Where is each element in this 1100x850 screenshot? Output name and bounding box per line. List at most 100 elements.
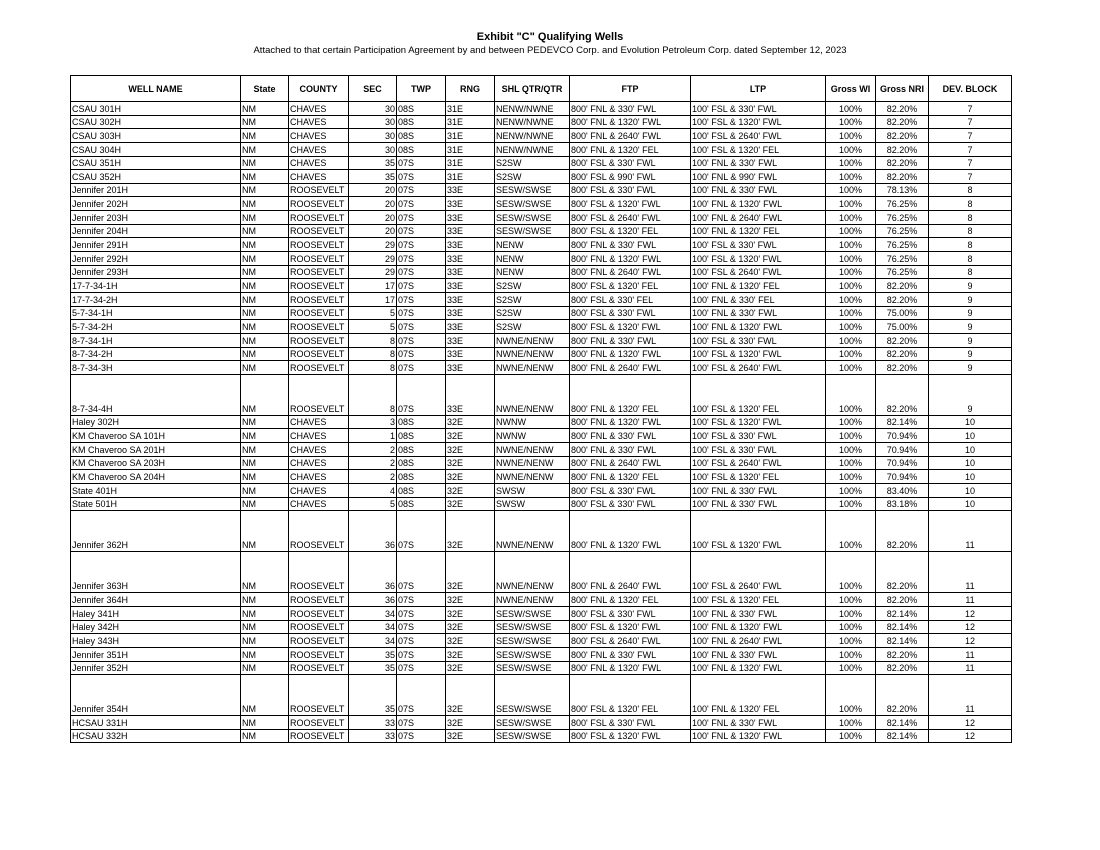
table-cell: 82.20% — [875, 510, 929, 553]
table-cell: 08S — [396, 428, 446, 444]
table-cell: 82.20% — [875, 291, 929, 307]
table-cell: 30 — [348, 101, 397, 116]
table-cell: 8 — [928, 196, 1012, 212]
table-cell: 100% — [825, 332, 876, 348]
table-cell: CSAU 302H — [70, 114, 241, 130]
table-row: Jennifer 364H NM ROOSEVELT 36 07S 32E NWNE/NEN… — [70, 592, 1012, 607]
table-cell: 100% — [825, 469, 876, 485]
table-cell: 82.14% — [875, 633, 929, 648]
table-cell: 7 — [928, 101, 1012, 116]
table-cell: NM — [240, 114, 289, 130]
table-cell: 8 — [928, 251, 1012, 266]
table-cell: ROOSEVELT — [288, 210, 349, 225]
table-cell: SESW/SWSE — [494, 646, 570, 662]
table-cell: NM — [240, 141, 289, 157]
table-cell: 100% — [825, 633, 876, 648]
table-cell: ROOSEVELT — [288, 305, 349, 321]
table-cell: 8-7-34-1H — [70, 332, 241, 348]
table-cell: 07S — [396, 633, 446, 648]
table-cell: S2SW — [494, 291, 570, 307]
table-cell: SESW/SWSE — [494, 182, 570, 198]
table-cell: NM — [240, 237, 289, 253]
table-cell: 32E — [445, 619, 495, 635]
table-cell: NENW — [494, 237, 570, 253]
table-cell: 12 — [928, 715, 1012, 730]
table-cell: 76.25% — [875, 251, 929, 266]
table-cell: 800' FSL & 330' FWL — [569, 155, 691, 171]
table-cell: Haley 343H — [70, 633, 241, 648]
table-cell: NM — [240, 278, 289, 293]
table-cell: 78.13% — [875, 182, 929, 198]
table-cell: ROOSEVELT — [288, 715, 349, 730]
table-cell: 800' FNL & 330' FWL — [569, 428, 691, 444]
table-row: CSAU 301H NM CHAVES 30 08S 31E NENW/NWNE 800' F… — [70, 101, 1012, 116]
table-row: Jennifer 362H NM ROOSEVELT 36 07S 32E NWNE/NEN… — [70, 510, 1012, 553]
table-row: CSAU 351H NM CHAVES 35 07S 31E S2SW 800' FSL & … — [70, 155, 1012, 171]
table-cell: 100% — [825, 646, 876, 662]
table-cell: 32E — [445, 646, 495, 662]
table-cell: 100' FSL & 330' FWL — [690, 332, 826, 348]
table-cell: 100% — [825, 674, 876, 717]
table-cell: 100' FNL & 2640' FWL — [690, 633, 826, 648]
table-row: Haley 302H NM CHAVES 3 08S 32E NWNW 800' FNL & … — [70, 414, 1012, 430]
table-cell: 100' FNL & 1320' FWL — [690, 660, 826, 676]
table-cell: 82.20% — [875, 128, 929, 143]
table-cell: ROOSEVELT — [288, 182, 349, 198]
table-cell: 800' FNL & 2640' FWL — [569, 455, 691, 471]
table-cell: 100' FSL & 330' FWL — [690, 101, 826, 116]
table-cell: CHAVES — [288, 155, 349, 171]
table-cell: Jennifer 204H — [70, 223, 241, 239]
table-cell: 100% — [825, 291, 876, 307]
table-cell: 17 — [348, 291, 397, 307]
table-cell: CHAVES — [288, 414, 349, 430]
table-cell: NENW/NWNE — [494, 141, 570, 157]
table-cell: 34 — [348, 605, 397, 621]
table-cell: NWNE/NENW — [494, 373, 570, 416]
table-cell: 100' FSL & 2640' FWL — [690, 264, 826, 280]
table-row: 17-7-34-2H NM ROOSEVELT 17 07S 33E S2SW 800' FS… — [70, 291, 1012, 307]
table-cell: ROOSEVELT — [288, 633, 349, 648]
table-cell: ROOSEVELT — [288, 605, 349, 621]
table-cell: 800' FNL & 1320' FWL — [569, 414, 691, 430]
table-row: HCSAU 332H NM ROOSEVELT 33 07S 32E SESW/SWSE 80… — [70, 728, 1012, 744]
table-cell: 30 — [348, 128, 397, 143]
table-cell: 5-7-34-1H — [70, 305, 241, 321]
table-row: 8-7-34-2H NM ROOSEVELT 8 07S 33E NWNE/NENW 800'… — [70, 346, 1012, 362]
table-cell: ROOSEVELT — [288, 646, 349, 662]
table-cell: 800' FNL & 1320' FEL — [569, 469, 691, 485]
table-cell: S2SW — [494, 278, 570, 293]
table-cell: NM — [240, 101, 289, 116]
column-header: TWP — [396, 75, 446, 102]
table-cell: 100' FNL & 1320' FEL — [690, 278, 826, 293]
table-cell: 32E — [445, 592, 495, 607]
table-cell: ROOSEVELT — [288, 510, 349, 553]
table-cell: 29 — [348, 264, 397, 280]
table-cell: 8 — [928, 237, 1012, 253]
table-cell: 07S — [396, 182, 446, 198]
table-cell: NM — [240, 155, 289, 171]
table-cell: 31E — [445, 114, 495, 130]
table-cell: 100% — [825, 605, 876, 621]
table-cell: 100% — [825, 728, 876, 744]
table-cell: 07S — [396, 551, 446, 594]
table-cell: 100% — [825, 251, 876, 266]
table-cell: 82.14% — [875, 619, 929, 635]
table-cell: 100% — [825, 442, 876, 457]
table-cell: 8 — [348, 373, 397, 416]
table-cell: State 401H — [70, 483, 241, 498]
table-cell: 100% — [825, 101, 876, 116]
table-cell: HCSAU 331H — [70, 715, 241, 730]
table-cell: 32E — [445, 442, 495, 457]
table-cell: 100' FSL & 2640' FWL — [690, 551, 826, 594]
table-cell: 100' FNL & 330' FWL — [690, 483, 826, 498]
table-row: HCSAU 331H NM ROOSEVELT 33 07S 32E SESW/SWSE 80… — [70, 715, 1012, 730]
table-cell: NM — [240, 469, 289, 485]
table-row: Jennifer 291H NM ROOSEVELT 29 07S 33E NENW 800'… — [70, 237, 1012, 253]
table-cell: 100' FSL & 1320' FWL — [690, 414, 826, 430]
table-cell: ROOSEVELT — [288, 223, 349, 239]
table-cell: 800' FNL & 1320' FWL — [569, 660, 691, 676]
table-cell: 2 — [348, 455, 397, 471]
table-cell: 100' FSL & 1320' FWL — [690, 251, 826, 266]
table-cell: 100' FSL & 330' FWL — [690, 428, 826, 444]
table-cell: 8-7-34-4H — [70, 373, 241, 416]
